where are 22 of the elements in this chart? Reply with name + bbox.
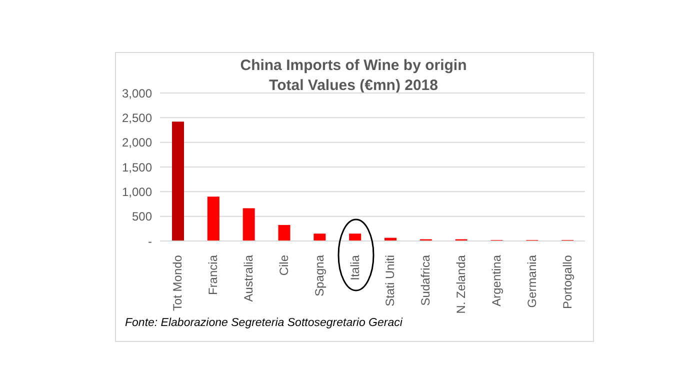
x-tick-label: Portogallo (560, 254, 574, 310)
x-tick-label: Cile (276, 254, 291, 276)
x-tick-label: Germania (524, 254, 539, 308)
x-tick-label: Australia (242, 254, 256, 302)
source-note: Fonte: Elaborazione Segreteria Sottosegretario Geraci (125, 317, 402, 329)
x-tick-label: Francia (206, 254, 220, 296)
x-tick-label: Tot Mondo (170, 254, 185, 312)
y-tick-label: 2,500 (122, 110, 152, 125)
chart-subtitle: Total Values (€mn) 2018 (269, 77, 438, 94)
y-tick-label: 1,000 (122, 184, 152, 199)
y-tick-label: 3,000 (122, 86, 152, 100)
x-tick-label: Italia (348, 254, 362, 280)
x-tick-label: N. Zelanda (454, 254, 468, 314)
y-tick-label: 2,000 (122, 136, 152, 150)
chart-title: China Imports of Wine by origin (239, 56, 468, 76)
y-tick-label: - (148, 234, 152, 248)
x-tick-label: Argentina (489, 254, 504, 306)
x-tick-label: Sudafrica (418, 254, 433, 306)
y-tick-label: 500 (132, 210, 152, 224)
y-tick-label: 1,500 (122, 160, 152, 174)
x-tick-label: Stati Uniti (383, 255, 398, 306)
x-tick-label: Spagna (312, 254, 326, 296)
